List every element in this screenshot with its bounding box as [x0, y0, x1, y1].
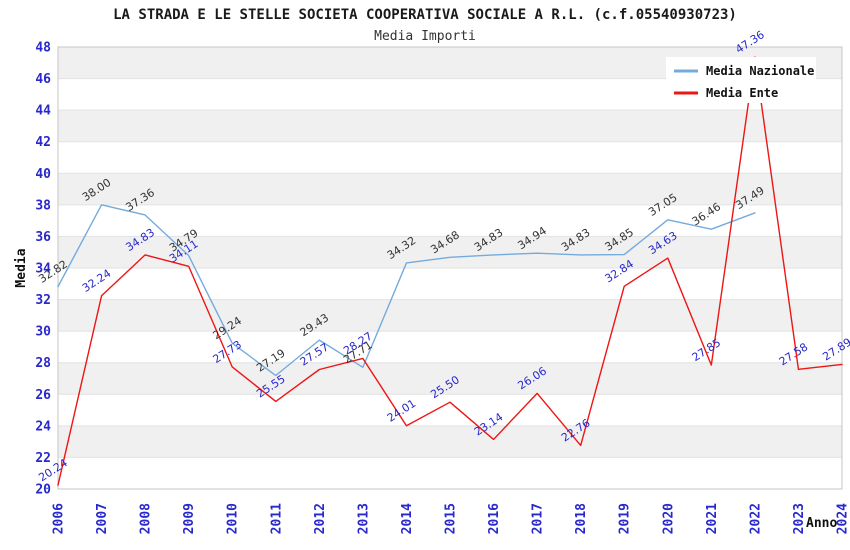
y-tick-label: 20 — [35, 483, 51, 498]
x-tick-label: 2006 — [52, 503, 67, 534]
chart-subtitle: Media Importi — [374, 29, 476, 44]
x-tick-label: 2023 — [792, 503, 807, 534]
x-tick-label: 2010 — [226, 503, 241, 534]
x-tick-label: 2007 — [95, 503, 110, 534]
grid-band — [58, 362, 842, 395]
x-tick-label: 2019 — [618, 503, 633, 534]
legend-item-media-nazionale: Media Nazionale — [674, 64, 814, 78]
x-axis-title: Anno — [806, 516, 837, 531]
x-tick-label: 2024 — [836, 503, 850, 534]
y-tick-label: 44 — [35, 104, 51, 119]
y-tick-label: 46 — [35, 72, 51, 87]
y-tick-label: 38 — [35, 198, 51, 213]
y-axis-title: Media — [14, 248, 29, 287]
x-tick-label: 2021 — [705, 503, 720, 534]
legend-item-media-ente: Media Ente — [674, 86, 778, 100]
x-tick-label: 2008 — [139, 503, 154, 534]
y-tick-label: 48 — [35, 41, 51, 56]
y-tick-label: 32 — [35, 293, 51, 308]
y-tick-label: 34 — [35, 262, 51, 277]
data-point-label-media-ente: 27.89 — [820, 335, 850, 363]
y-tick-label: 40 — [35, 167, 51, 182]
data-point-label-media-ente: 27.85 — [690, 336, 723, 364]
x-tick-label: 2009 — [182, 503, 197, 534]
series-line-media-nazionale — [57, 204, 756, 377]
grid-band — [58, 110, 842, 142]
x-tick-label: 2013 — [356, 503, 371, 534]
x-tick-label: 2016 — [487, 503, 502, 534]
x-tick-label: 2018 — [574, 503, 589, 534]
legend-label-media-nazionale: Media Nazionale — [706, 64, 814, 78]
x-tick-label: 2022 — [748, 503, 763, 534]
x-tick-label: 2020 — [661, 503, 676, 534]
data-point-label-media-ente: 32.24 — [80, 267, 113, 295]
legend-label-media-ente: Media Ente — [706, 86, 778, 100]
data-point-label-media-ente: 27.73 — [211, 338, 244, 366]
legend: Media Nazionale Media Ente — [666, 57, 816, 103]
y-tick-label: 28 — [35, 356, 51, 371]
x-tick-label: 2012 — [313, 503, 328, 534]
grid-band — [58, 173, 842, 205]
chart-title: LA STRADA E LE STELLE SOCIETA COOPERATIV… — [113, 7, 737, 23]
plot-border — [57, 46, 843, 490]
y-tick-label: 24 — [35, 419, 51, 434]
x-tick-label: 2011 — [269, 503, 284, 534]
y-tick-label: 30 — [35, 325, 51, 340]
grid-band — [58, 236, 842, 268]
y-tick-label: 22 — [35, 451, 51, 466]
grid-band — [58, 299, 842, 332]
y-tick-label: 42 — [35, 135, 51, 150]
y-tick-label: 26 — [35, 388, 51, 403]
grid-band — [58, 425, 842, 458]
x-tick-label: 2015 — [444, 503, 459, 534]
x-tick-label: 2014 — [400, 503, 415, 534]
x-tick-label: 2017 — [531, 503, 546, 534]
y-tick-label: 36 — [35, 230, 51, 245]
legend-background — [666, 57, 816, 103]
series-line-media-ente — [57, 56, 843, 486]
